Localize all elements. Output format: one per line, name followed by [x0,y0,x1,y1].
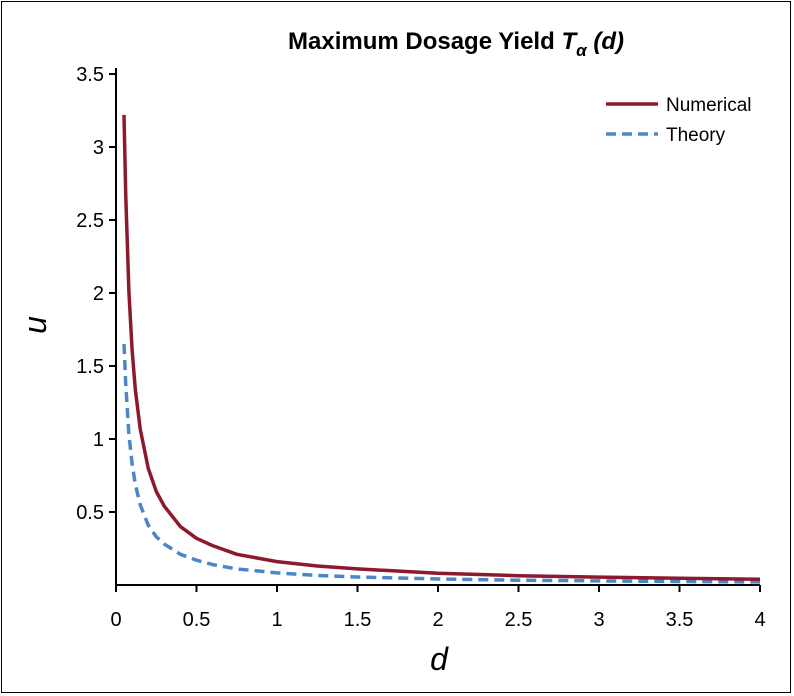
axes [115,68,760,586]
x-tick-label: 2 [432,609,443,631]
chart-title-main: Maximum Dosage Yield [288,28,555,55]
y-tick-label: 3.5 [76,64,104,86]
plot-lines [122,114,761,584]
series-line-theory [122,344,761,584]
legend: Numerical Theory [606,95,752,146]
chart-title-subscript: α [576,41,588,60]
x-tick-label: 0 [110,609,121,631]
y-axis-title: u [17,316,53,334]
y-ticks: 0.5 1 1.5 2 2.5 3 3.5 [76,64,116,524]
y-tick-label: 2.5 [76,210,104,232]
x-tick-label: 3.5 [666,609,694,631]
y-tick-label: 1.5 [76,356,104,378]
x-tick-label: 1.5 [344,609,372,631]
series-line-numerical [122,114,761,581]
x-ticks: 0 0.5 1 1.5 2 2.5 3 3.5 4 [110,585,766,631]
legend-label-numerical: Numerical [666,95,752,116]
y-tick-label: 0.5 [76,502,104,524]
legend-label-theory: Theory [666,125,726,146]
x-tick-label: 3 [593,609,604,631]
chart-title-arg: (d) [593,28,624,55]
x-axis-title: d [430,641,449,677]
x-tick-label: 0.5 [183,609,211,631]
x-tick-label: 2.5 [505,609,533,631]
x-tick-label: 1 [271,609,282,631]
y-tick-label: 1 [93,429,104,451]
chart-title: Maximum Dosage Yield Tα (d) [288,28,624,60]
y-tick-label: 2 [93,283,104,305]
chart-title-symbol: T [561,28,578,55]
y-tick-label: 3 [93,137,104,159]
x-tick-label: 4 [754,609,765,631]
